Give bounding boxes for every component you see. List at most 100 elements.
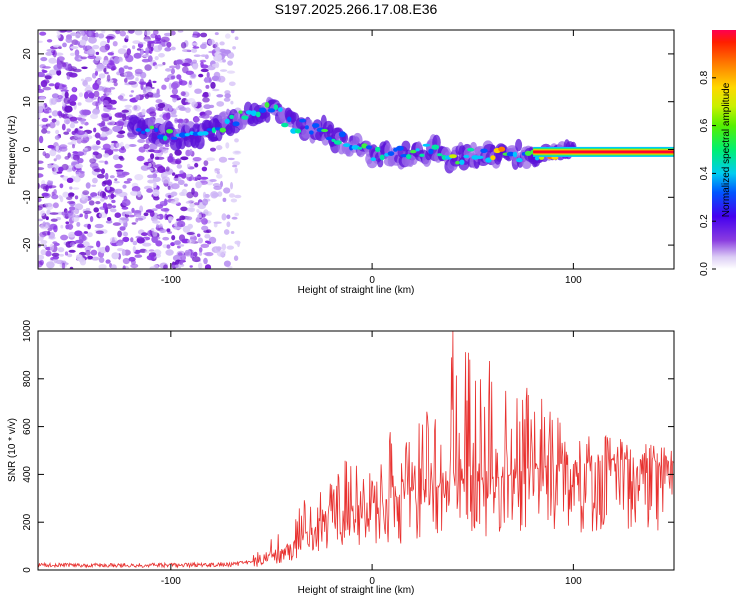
noise-blob xyxy=(123,180,131,184)
snr-y-tick-label: 200 xyxy=(22,513,33,530)
ridge-blob xyxy=(238,110,243,114)
noise-blob xyxy=(43,185,48,192)
noise-blob xyxy=(216,173,223,179)
noise-blob xyxy=(111,252,120,260)
noise-blob xyxy=(38,260,43,268)
noise-blob xyxy=(192,191,199,198)
noise-blob xyxy=(149,143,158,150)
noise-blob xyxy=(203,257,208,265)
noise-blob xyxy=(181,62,191,67)
noise-blob xyxy=(227,157,235,161)
noise-blob xyxy=(106,185,110,191)
noise-blob xyxy=(186,191,194,199)
noise-blob xyxy=(170,46,176,51)
ridge-blob xyxy=(224,118,230,125)
noise-blob xyxy=(74,163,83,169)
noise-blob xyxy=(72,68,82,73)
noise-blob xyxy=(157,166,166,173)
noise-blob xyxy=(170,200,179,205)
noise-blob xyxy=(186,163,191,169)
noise-blob xyxy=(135,94,141,101)
noise-blob xyxy=(226,221,231,228)
noise-blob xyxy=(198,247,203,253)
noise-blob xyxy=(57,56,65,62)
noise-blob xyxy=(219,41,225,46)
noise-blob xyxy=(111,205,117,209)
noise-blob xyxy=(90,192,98,198)
noise-blob xyxy=(166,244,171,249)
noise-blob xyxy=(60,113,65,118)
noise-blob xyxy=(163,264,168,269)
noise-blob xyxy=(135,235,143,239)
noise-blob xyxy=(42,221,46,227)
ridge-blob xyxy=(459,159,465,165)
noise-blob xyxy=(180,91,186,97)
noise-blob xyxy=(107,52,114,56)
noise-blob xyxy=(166,228,171,232)
noise-blob xyxy=(113,81,118,87)
noise-blob xyxy=(107,217,112,221)
noise-blob xyxy=(178,263,182,269)
noise-blob xyxy=(78,92,83,98)
noise-blob xyxy=(48,57,57,64)
noise-blob xyxy=(103,67,107,73)
noise-blob xyxy=(45,51,53,56)
snr-x-tick-label: 0 xyxy=(369,576,375,587)
noise-blob xyxy=(171,88,178,95)
noise-blob xyxy=(40,210,46,217)
noise-blob xyxy=(42,230,50,236)
noise-blob xyxy=(51,118,57,123)
noise-blob xyxy=(201,166,208,172)
noise-blob xyxy=(167,155,174,163)
noise-blob xyxy=(89,48,95,55)
noise-blob xyxy=(132,240,138,246)
noise-blob xyxy=(67,200,76,204)
noise-blob xyxy=(132,45,136,50)
noise-blob xyxy=(99,135,108,141)
noise-blob xyxy=(177,30,184,33)
noise-blob xyxy=(38,173,44,178)
ridge-blob xyxy=(232,121,240,127)
noise-blob xyxy=(93,127,97,133)
noise-blob xyxy=(187,200,195,203)
noise-blob xyxy=(217,75,226,83)
noise-blob xyxy=(112,154,120,161)
noise-blob xyxy=(206,71,210,79)
noise-blob xyxy=(125,116,130,121)
noise-blob xyxy=(106,203,113,210)
noise-blob xyxy=(160,208,170,212)
spectrogram-y-tick-label: 10 xyxy=(22,96,33,108)
noise-blob xyxy=(179,260,184,265)
ridge-blob xyxy=(455,161,460,165)
noise-blob xyxy=(208,76,212,84)
ridge-blob xyxy=(154,128,159,132)
noise-blob xyxy=(216,101,225,107)
noise-blob xyxy=(155,204,164,209)
noise-blob xyxy=(64,251,69,256)
noise-blob xyxy=(171,95,181,99)
noise-blob xyxy=(65,30,73,33)
noise-blob xyxy=(176,164,182,169)
ridge-blob xyxy=(431,144,440,150)
noise-blob xyxy=(135,77,139,82)
noise-blob xyxy=(181,188,188,197)
noise-blob xyxy=(122,184,127,189)
noise-blob xyxy=(167,181,173,186)
noise-blob xyxy=(214,32,219,36)
noise-blob xyxy=(201,213,206,218)
noise-blob xyxy=(143,212,149,217)
snr-y-ticks: 0 200 400 600 800 1000 xyxy=(22,319,674,573)
ridge-blob xyxy=(343,143,351,148)
noise-blob xyxy=(197,214,202,219)
noise-blob xyxy=(165,166,170,172)
noise-blob xyxy=(182,49,191,53)
ridge-blob xyxy=(149,125,155,130)
noise-blob xyxy=(82,190,90,196)
snr-y-tick-label: 600 xyxy=(22,418,33,435)
noise-blob xyxy=(93,207,99,213)
noise-blob xyxy=(95,32,99,38)
noise-blob xyxy=(177,105,185,109)
noise-blob xyxy=(46,181,53,186)
noise-blob xyxy=(211,75,219,82)
ridge-blob xyxy=(475,155,484,159)
